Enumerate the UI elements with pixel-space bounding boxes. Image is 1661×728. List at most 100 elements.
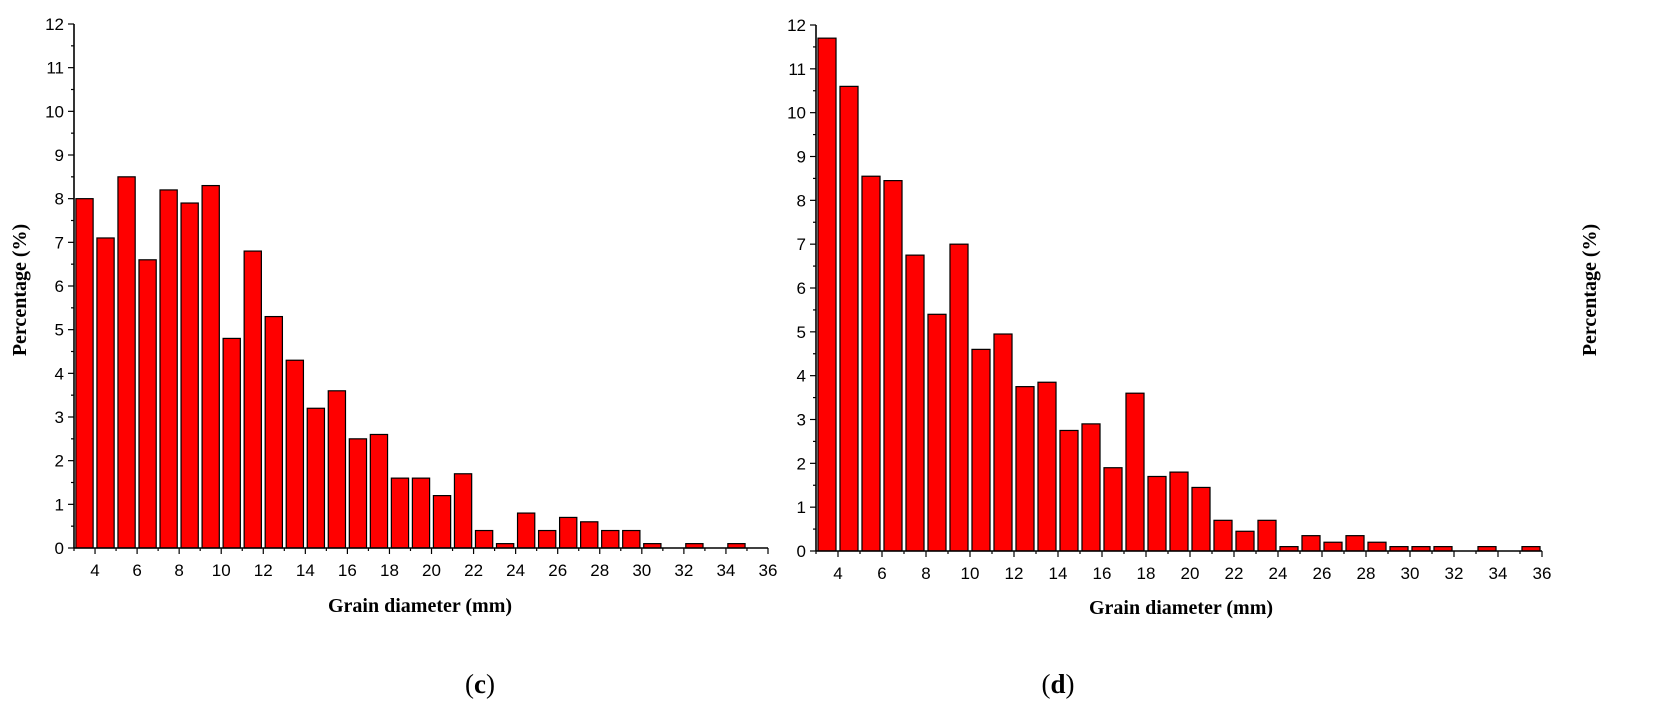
bar-d-17 bbox=[1191, 486, 1211, 552]
y-tick-label-c: 10 bbox=[45, 102, 64, 121]
x-tick-label-d: 8 bbox=[921, 564, 930, 583]
y-tick-label-c: 7 bbox=[55, 233, 64, 252]
y-tick-label-c: 5 bbox=[55, 321, 64, 340]
x-tick-label-d: 32 bbox=[1445, 564, 1464, 583]
y-tick-label-c: 3 bbox=[55, 408, 64, 427]
x-tick-label-c: 26 bbox=[548, 561, 567, 580]
bar-c-14 bbox=[369, 433, 389, 549]
bar-d-12 bbox=[1081, 423, 1101, 552]
bar-d-23 bbox=[1323, 541, 1343, 552]
bar-c-18 bbox=[453, 473, 473, 549]
x-tick-label-d: 24 bbox=[1269, 564, 1288, 583]
bar-d-14 bbox=[1125, 392, 1145, 552]
x-tick-label-d: 12 bbox=[1005, 564, 1024, 583]
bar-c-23 bbox=[558, 516, 578, 549]
x-tick-label-d: 18 bbox=[1137, 564, 1156, 583]
x-tick-label-c: 36 bbox=[759, 561, 778, 580]
y-tick-label-c: 2 bbox=[55, 452, 64, 471]
x-tick-label-d: 10 bbox=[961, 564, 980, 583]
y-tick-label-c: 0 bbox=[55, 539, 64, 558]
y-tick-label-d: 10 bbox=[787, 104, 806, 123]
bar-c-2 bbox=[117, 176, 136, 549]
y-tick-label-d: 12 bbox=[787, 16, 806, 35]
x-tick-label-c: 20 bbox=[422, 561, 441, 580]
bar-chart-d: Percentage (%) Grain diameter (mm) (d) 0… bbox=[787, 16, 1601, 699]
chart-panel-c: Percentage (%) Grain diameter (mm) (c) 0… bbox=[0, 0, 800, 728]
bar-c-9 bbox=[264, 315, 284, 549]
panel-caption-d: (d) bbox=[1041, 669, 1074, 699]
x-tick-label-d: 36 bbox=[1533, 564, 1552, 583]
y-tick-label-d: 7 bbox=[797, 235, 806, 254]
bar-d-0 bbox=[817, 37, 837, 552]
bar-d-1 bbox=[839, 85, 859, 552]
bar-d-10 bbox=[1037, 381, 1057, 552]
bars-c bbox=[75, 176, 746, 549]
x-tick-label-d: 34 bbox=[1489, 564, 1508, 583]
bar-c-24 bbox=[580, 521, 599, 549]
y-axis-title-d: Percentage (%) bbox=[1579, 224, 1601, 356]
bar-d-19 bbox=[1235, 530, 1255, 552]
bar-c-12 bbox=[327, 390, 347, 549]
bar-c-15 bbox=[390, 477, 410, 549]
bar-c-0 bbox=[75, 198, 94, 549]
bar-chart-c: Percentage (%) Grain diameter (mm) (c) 0… bbox=[9, 15, 778, 699]
x-tick-label-c: 8 bbox=[174, 561, 183, 580]
x-tick-label-d: 30 bbox=[1401, 564, 1420, 583]
bar-c-7 bbox=[222, 337, 241, 549]
x-tick-label-c: 22 bbox=[464, 561, 483, 580]
x-tick-label-c: 28 bbox=[590, 561, 609, 580]
x-tick-label-c: 18 bbox=[380, 561, 399, 580]
x-tick-label-d: 20 bbox=[1181, 564, 1200, 583]
x-tick-label-c: 10 bbox=[212, 561, 231, 580]
x-tick-label-c: 14 bbox=[296, 561, 315, 580]
x-axis-title-d: Grain diameter (mm) bbox=[1089, 597, 1273, 619]
bar-d-11 bbox=[1059, 429, 1079, 552]
x-tick-label-d: 4 bbox=[833, 564, 842, 583]
y-axis-title-c: Percentage (%) bbox=[9, 224, 31, 356]
bar-d-9 bbox=[1015, 386, 1035, 552]
bar-c-3 bbox=[138, 259, 157, 549]
bar-d-4 bbox=[905, 254, 925, 552]
x-tick-label-c: 24 bbox=[506, 561, 525, 580]
x-tick-label-c: 30 bbox=[632, 561, 651, 580]
x-tick-label-c: 12 bbox=[254, 561, 273, 580]
x-tick-label-d: 28 bbox=[1357, 564, 1376, 583]
bar-c-4 bbox=[159, 189, 178, 549]
x-tick-label-d: 26 bbox=[1313, 564, 1332, 583]
x-tick-label-d: 22 bbox=[1225, 564, 1244, 583]
x-axis-title-c: Grain diameter (mm) bbox=[328, 595, 512, 617]
y-tick-label-c: 11 bbox=[46, 59, 64, 78]
y-tick-label-d: 6 bbox=[797, 279, 806, 298]
x-tick-label-c: 4 bbox=[90, 561, 99, 580]
bar-d-15 bbox=[1147, 475, 1167, 552]
x-tick-label-c: 32 bbox=[674, 561, 693, 580]
x-tick-label-c: 16 bbox=[338, 561, 357, 580]
x-tick-label-c: 34 bbox=[716, 561, 735, 580]
panel-caption-c: (c) bbox=[465, 669, 495, 699]
bar-c-10 bbox=[285, 359, 305, 549]
y-tick-label-d: 11 bbox=[788, 60, 806, 79]
bar-c-1 bbox=[96, 237, 115, 549]
y-tick-label-c: 6 bbox=[55, 277, 64, 296]
y-tick-label-c: 1 bbox=[55, 495, 64, 514]
bar-d-22 bbox=[1301, 535, 1321, 552]
bar-c-26 bbox=[622, 529, 641, 549]
bar-d-13 bbox=[1103, 467, 1123, 552]
bar-c-25 bbox=[601, 529, 620, 549]
y-tick-label-d: 5 bbox=[797, 323, 806, 342]
bars-d bbox=[817, 37, 1541, 552]
y-tick-label-d: 3 bbox=[797, 411, 806, 430]
bar-c-5 bbox=[180, 202, 199, 549]
bar-c-21 bbox=[516, 512, 536, 549]
x-tick-label-d: 16 bbox=[1093, 564, 1112, 583]
y-tick-label-d: 4 bbox=[797, 367, 806, 386]
bar-d-18 bbox=[1213, 519, 1233, 552]
bar-d-25 bbox=[1367, 541, 1387, 552]
y-tick-label-d: 9 bbox=[797, 148, 806, 167]
y-tick-label-c: 12 bbox=[45, 15, 64, 34]
y-tick-label-c: 8 bbox=[55, 190, 64, 209]
bar-d-2 bbox=[861, 175, 881, 552]
bar-c-17 bbox=[432, 495, 452, 549]
bar-d-20 bbox=[1257, 519, 1277, 552]
bar-c-16 bbox=[411, 477, 431, 549]
